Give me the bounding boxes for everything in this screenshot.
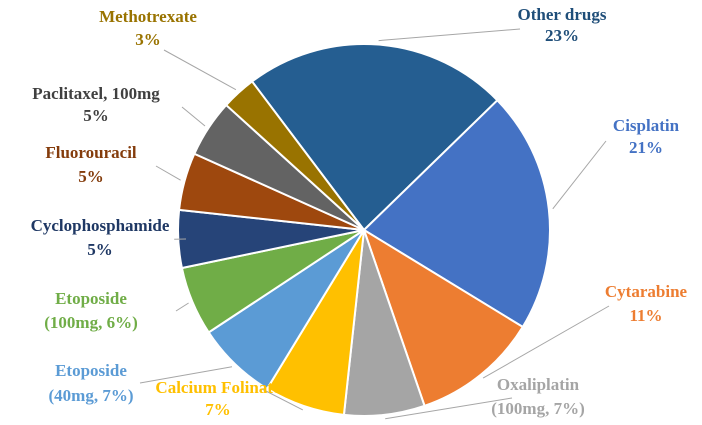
leader-line-cytarabine (482, 305, 610, 379)
label-cytarabine-pct: 11% (629, 306, 662, 325)
leader-line-etoposide-100mg (175, 302, 189, 312)
label-etoposide-100mg-name: Etoposide (55, 289, 127, 308)
label-other-drugs-pct: 23% (545, 26, 579, 45)
leader-line-other-drugs (378, 28, 521, 42)
label-etoposide-40mg-pct: (40mg, 7%) (49, 386, 134, 405)
leader-line-calcium-folinate (261, 388, 304, 411)
slice-labels: Other drugs 23% Cisplatin 21% Cytarabine… (31, 5, 688, 419)
label-methotrexate-name: Methotrexate (99, 7, 197, 26)
label-cyclophosphamide-pct: 5% (87, 240, 113, 259)
pie-slice-cytarabine (362, 227, 525, 408)
label-calcium-folinate-pct: 7% (205, 400, 231, 419)
pie-slice-methotrexate (224, 80, 365, 231)
pie-slice-cisplatin (362, 98, 551, 329)
label-oxaliplatin-name: Oxaliplatin (497, 375, 580, 394)
leader-line-cisplatin (552, 140, 607, 210)
leader-line-paclitaxel (181, 106, 206, 127)
label-paclitaxel-name: Paclitaxel, 100mg (32, 84, 160, 103)
pie-slice-other-drugs (250, 43, 499, 232)
label-cyclophosphamide-name: Cyclophosphamide (31, 216, 170, 235)
leader-line-methotrexate (163, 49, 237, 91)
label-etoposide-40mg-name: Etoposide (55, 361, 127, 380)
leader-lines (139, 28, 610, 420)
leader-line-oxaliplatin (385, 397, 513, 420)
leader-line-fluorouracil (155, 165, 181, 181)
label-other-drugs-name: Other drugs (518, 5, 607, 24)
leader-line-etoposide-40mg (139, 366, 233, 384)
label-fluorouracil-pct: 5% (78, 167, 104, 186)
pie-slices (177, 43, 551, 417)
label-fluorouracil-name: Fluorouracil (45, 143, 137, 162)
label-oxaliplatin-pct: (100mg, 7%) (491, 399, 584, 418)
label-etoposide-100mg-pct: (100mg, 6%) (44, 313, 137, 332)
label-cytarabine-name: Cytarabine (605, 282, 688, 301)
label-paclitaxel-pct: 5% (83, 106, 109, 125)
label-methotrexate-pct: 3% (135, 30, 161, 49)
label-calcium-folinate-name: Calcium Folinate (155, 378, 281, 397)
label-cisplatin-name: Cisplatin (613, 116, 680, 135)
label-cisplatin-pct: 21% (629, 138, 663, 157)
